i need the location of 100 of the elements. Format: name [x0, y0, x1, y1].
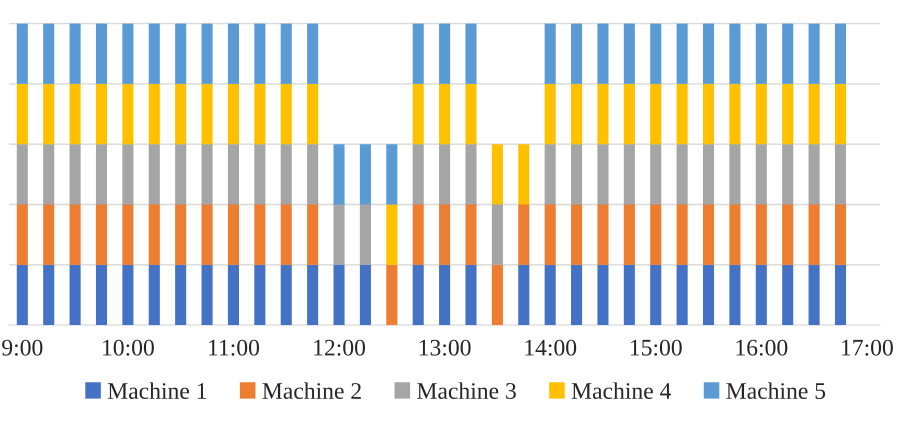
- bar: [122, 264, 134, 326]
- bar: [729, 144, 740, 205]
- bar: [729, 264, 740, 326]
- bar: [16, 24, 28, 84]
- bar: [518, 144, 530, 205]
- legend-label: Machine 3: [417, 382, 516, 399]
- bar: [96, 204, 108, 265]
- bar: [439, 204, 450, 265]
- x-tick-label: 10:00: [103, 340, 154, 356]
- bar: [544, 144, 556, 205]
- bar: [148, 204, 160, 265]
- bar: [175, 84, 186, 144]
- bar: [702, 204, 714, 265]
- bar: [518, 264, 530, 326]
- bar: [333, 264, 345, 326]
- bar: [254, 144, 266, 205]
- bar: [280, 84, 292, 144]
- bar: [834, 204, 846, 265]
- bar: [122, 84, 134, 144]
- bar: [280, 144, 292, 205]
- bar: [228, 84, 239, 144]
- bar: [202, 24, 213, 84]
- bar: [650, 264, 662, 326]
- bar: [43, 84, 54, 144]
- bar: [360, 144, 371, 205]
- x-tick-label: 9:00: [2, 340, 42, 356]
- bar: [228, 264, 239, 326]
- bar: [624, 264, 635, 326]
- bar: [492, 144, 503, 205]
- bar: [782, 264, 794, 326]
- bar: [307, 204, 318, 265]
- bar: [360, 264, 371, 326]
- bar: [439, 24, 450, 84]
- bar: [834, 84, 846, 144]
- bar: [571, 264, 582, 326]
- bar: [465, 144, 477, 205]
- bar: [834, 264, 846, 326]
- x-tick-label: 12:00: [314, 340, 366, 356]
- bar: [43, 24, 54, 84]
- bar: [280, 204, 292, 265]
- bar: [650, 204, 662, 265]
- bar: [756, 24, 767, 84]
- bar: [386, 204, 398, 265]
- bar: [254, 84, 266, 144]
- bar: [465, 264, 477, 326]
- bar: [834, 24, 846, 84]
- bar: [202, 204, 213, 265]
- bar: [729, 24, 740, 84]
- bar: [96, 84, 108, 144]
- bar: [43, 264, 54, 326]
- bar: [148, 24, 160, 84]
- bar: [439, 84, 450, 144]
- bar: [96, 24, 108, 84]
- bar: [70, 24, 81, 84]
- bar: [307, 144, 318, 205]
- bar: [228, 204, 239, 265]
- bar: [148, 264, 160, 326]
- bar: [624, 204, 635, 265]
- bar: [202, 144, 213, 205]
- bar: [782, 84, 794, 144]
- bar: [439, 264, 450, 326]
- bar: [624, 144, 635, 205]
- bar: [70, 144, 81, 205]
- bar: [808, 204, 820, 265]
- bar: [307, 24, 318, 84]
- bar: [16, 204, 28, 265]
- bar: [729, 84, 740, 144]
- x-tick-label: 14:00: [525, 340, 576, 356]
- bar: [412, 204, 424, 265]
- bar: [544, 84, 556, 144]
- bar: [518, 204, 530, 265]
- bar: [254, 24, 266, 84]
- legend-label: Machine 2: [262, 382, 361, 399]
- bar: [254, 264, 266, 326]
- bar: [412, 84, 424, 144]
- bar: [756, 264, 767, 326]
- bar: [228, 24, 239, 84]
- bar: [412, 144, 424, 205]
- bar: [782, 24, 794, 84]
- bar: [544, 204, 556, 265]
- bar: [122, 144, 134, 205]
- bar: [16, 264, 28, 326]
- bar: [70, 264, 81, 326]
- bar: [808, 264, 820, 326]
- x-tick-label: 11:00: [209, 340, 260, 356]
- bar: [202, 264, 213, 326]
- bar: [492, 264, 503, 326]
- bar: [782, 204, 794, 265]
- bar: [175, 264, 186, 326]
- bar: [571, 204, 582, 265]
- bar: [122, 204, 134, 265]
- bar: [202, 84, 213, 144]
- bar: [834, 144, 846, 205]
- bar: [43, 144, 54, 205]
- bar: [175, 204, 186, 265]
- bar: [492, 204, 503, 265]
- bar: [386, 264, 398, 326]
- bar: [360, 204, 371, 265]
- x-tick-label: 17:00: [842, 340, 893, 356]
- bar: [16, 144, 28, 205]
